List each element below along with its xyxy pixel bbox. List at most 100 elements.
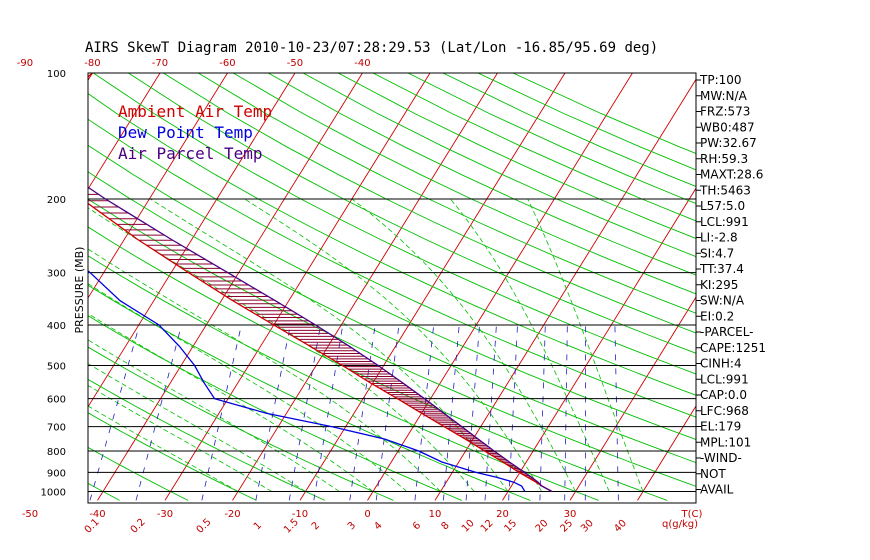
mixing-ratio-tick-label: 0.2 — [129, 517, 148, 536]
pressure-tick-label: 200 — [47, 195, 66, 206]
pressure-tick-label: 400 — [47, 321, 66, 332]
dry-adiabat-line — [88, 346, 394, 501]
plot-frame — [87, 72, 697, 504]
legend: Ambient Air Temp Dew Point Temp Air Parcel… — [118, 102, 272, 163]
moist-adiabat-line — [450, 198, 610, 492]
mixing-ratio-line — [414, 324, 435, 501]
dry-adiabat-line — [267, 73, 696, 276]
mixing-ratio-line — [564, 324, 568, 501]
dry-adiabat-line — [88, 446, 189, 501]
bottom-temp-tick-label: -40 — [89, 509, 105, 520]
legend-entry: Dew Point Temp — [118, 123, 253, 142]
legend-entry: Air Parcel Temp — [118, 144, 263, 163]
mixing-ratio-line — [288, 324, 321, 501]
mixing-ratio-line — [484, 324, 497, 501]
index-label: LCL:991 — [700, 372, 749, 386]
mixing-ratio-line — [313, 324, 344, 501]
bottom-temp-tick-label: -10 — [292, 509, 308, 520]
dry-adiabat-line — [88, 284, 531, 501]
mixing-ratio-tick-label: 3 — [346, 520, 358, 532]
isotherm-line — [569, 296, 696, 501]
isotherm-line — [88, 73, 296, 408]
index-label: FRZ:573 — [700, 105, 750, 119]
isotherm-line — [88, 73, 161, 190]
bottom-temp-tick-label: -20 — [224, 509, 240, 520]
mixing-ratio-tick-label: 30 — [579, 518, 596, 535]
moist-adiabat-line — [88, 207, 475, 492]
dewpoint-temp-line — [88, 270, 526, 492]
mixing-ratio-line — [135, 324, 182, 501]
top-temp-tick-label: -90 — [17, 58, 33, 69]
isotherm-line — [0, 73, 25, 500]
legend-entry: Ambient Air Temp — [118, 102, 272, 121]
bottom-temp-tick-label: 0 — [364, 509, 370, 520]
index-label: LCL:991 — [700, 215, 749, 229]
dry-adiabat-line — [337, 73, 696, 239]
bottom-temp-tick-label: -30 — [157, 509, 173, 520]
dry-adiabat-line — [88, 144, 696, 440]
dry-adiabat-line — [302, 73, 696, 258]
index-label: EI:0.2 — [700, 309, 734, 323]
isotherm-line — [434, 78, 696, 501]
y-axis-label: PRESSURE (MB) — [73, 247, 86, 334]
isotherm-line — [88, 73, 228, 299]
mixing-ratio-tick-label: 12 — [479, 518, 496, 535]
index-label: NOT — [700, 467, 726, 481]
index-label: CINH:4 — [700, 357, 742, 371]
dry-adiabat-line — [197, 73, 696, 314]
dry-adiabat-line — [163, 73, 696, 334]
parcel-temp-line — [88, 186, 553, 493]
bottom-temp-tick-label: 30 — [564, 509, 577, 520]
index-label: TH:5463 — [699, 183, 751, 197]
index-label: CAPE:1251 — [700, 341, 766, 355]
chart-title: AIRS SkewT Diagram 2010-10-23/07:28:29.5… — [85, 40, 658, 56]
index-label: MW:N/A — [700, 89, 748, 103]
isotherm-line — [637, 405, 696, 501]
dry-adiabat-line — [88, 171, 696, 464]
dry-adiabat-line — [372, 73, 696, 222]
index-label: KI:295 — [700, 278, 738, 292]
top-temp-tick-label: -80 — [84, 58, 100, 69]
top-temp-tick-label: -60 — [219, 58, 235, 69]
index-label: SW:N/A — [700, 294, 745, 308]
mixing-ratio-line — [375, 324, 400, 501]
index-label: TT:37.4 — [699, 262, 744, 276]
temp-unit-label: T(C) — [681, 509, 703, 520]
mixing-ratio-tick-label: 10 — [460, 518, 477, 535]
index-label: CAP:0.0 — [700, 388, 747, 402]
mixing-ratio-line — [89, 324, 140, 501]
dry-adiabat-line — [477, 73, 696, 171]
isotherm-line — [367, 73, 633, 501]
index-label: L57:5.0 — [700, 199, 745, 213]
pressure-tick-label: 700 — [47, 423, 66, 434]
mixing-ratio-tick-label: 1 — [252, 520, 264, 532]
moist-adiabat-line — [88, 248, 441, 492]
isotherm-line — [97, 73, 363, 501]
dry-adiabat-line — [93, 73, 696, 375]
mixing-ratio-tick-label: 0.5 — [195, 517, 214, 536]
mixing-ratio-line — [465, 324, 480, 501]
mixing-ratio-line — [508, 324, 518, 501]
mixing-ratio-tick-label: 4 — [372, 520, 384, 532]
pressure-tick-label: 500 — [47, 362, 66, 373]
dry-adiabat-line — [88, 315, 462, 501]
index-label: PW:32.67 — [700, 136, 757, 150]
top-temp-tick-label: -70 — [152, 58, 168, 69]
ambient-temp-line — [88, 73, 553, 493]
index-label: LFC:968 — [700, 404, 749, 418]
index-label: MAXT:28.6 — [700, 168, 763, 182]
bottom-temp-tick-label: 20 — [496, 509, 509, 520]
pressure-tick-label: 100 — [47, 69, 66, 80]
index-label: WB0:487 — [700, 120, 755, 134]
bottom-temp-tick-label: -50 — [22, 509, 38, 520]
mixing-ratio-line — [255, 324, 291, 501]
index-label: MPL:101 — [700, 435, 751, 449]
moist-adiabat-line — [88, 384, 273, 492]
dry-adiabat-line — [407, 73, 696, 205]
pressure-tick-label: 900 — [47, 468, 66, 479]
pressure-tick-label: 1000 — [41, 488, 66, 499]
mixing-ratio-line — [443, 324, 460, 501]
mixing-ratio-tick-label: 40 — [612, 518, 629, 535]
dry-adiabat-line — [128, 73, 696, 354]
